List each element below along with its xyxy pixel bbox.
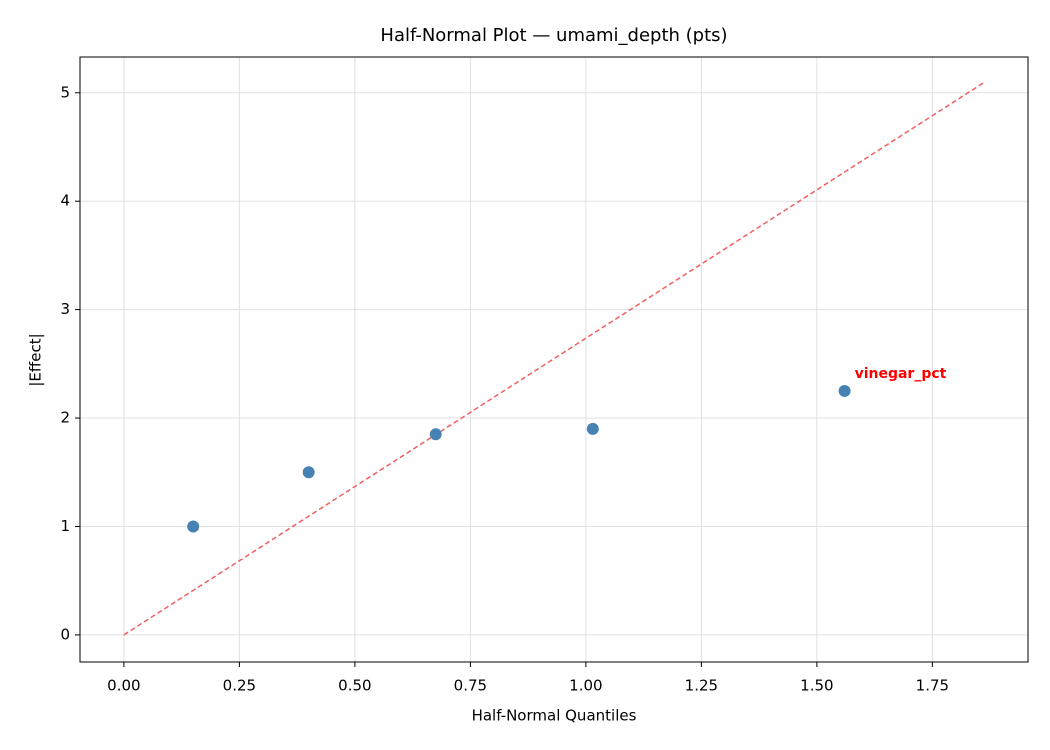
- point: [429, 428, 442, 441]
- y-tick-label: 3: [60, 300, 70, 318]
- x-axis-label: Half-Normal Quantiles: [472, 707, 637, 725]
- x-tick-label: 1.75: [916, 677, 949, 695]
- point: [838, 384, 851, 397]
- x-tick-label: 1.00: [569, 677, 602, 695]
- y-tick-label: 2: [60, 409, 70, 427]
- y-axis-label: |Effect|: [27, 333, 45, 386]
- reference-line: [123, 82, 984, 636]
- x-tick-label: 0.50: [338, 677, 371, 695]
- x-tick-label: 0.75: [454, 677, 487, 695]
- y-tick-label: 5: [60, 83, 70, 101]
- x-tick-label: 1.25: [685, 677, 718, 695]
- x-tick-label: 0.00: [107, 677, 140, 695]
- point: [586, 422, 599, 435]
- chart-title: Half-Normal Plot — umami_depth (pts): [380, 25, 727, 46]
- plot-frame: [79, 56, 1029, 663]
- point: [187, 520, 200, 533]
- y-tick-label: 1: [60, 517, 70, 535]
- x-tick-label: 0.25: [223, 677, 256, 695]
- x-tick-label: 1.50: [800, 677, 833, 695]
- y-tick-label: 4: [60, 192, 70, 210]
- point-label: vinegar_pct: [855, 366, 947, 382]
- point: [302, 466, 315, 479]
- y-tick-label: 0: [60, 625, 70, 643]
